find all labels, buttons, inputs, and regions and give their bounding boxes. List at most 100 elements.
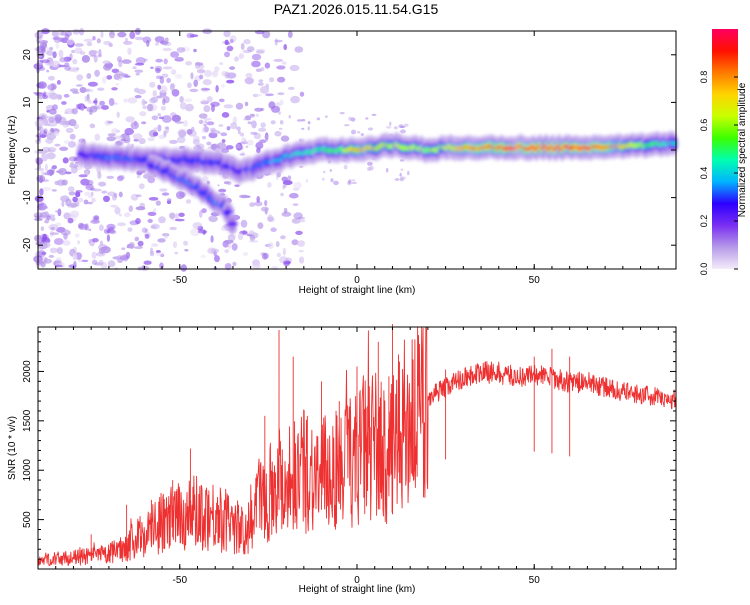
noise-speck — [62, 157, 69, 164]
noise-speck — [230, 39, 234, 43]
noise-speck — [289, 64, 300, 72]
noise-speck — [281, 211, 292, 217]
noise-speck — [60, 195, 70, 202]
noise-speck — [39, 188, 44, 196]
noise-speck — [189, 88, 199, 93]
noise-speck — [255, 144, 262, 148]
noise-speck — [158, 216, 166, 224]
noise-speck — [40, 168, 45, 177]
noise-speck — [275, 102, 281, 107]
noise-speck — [202, 176, 209, 182]
noise-speck — [127, 97, 138, 104]
noise-speck — [147, 137, 155, 142]
noise-speck — [84, 191, 91, 196]
noise-speck — [116, 175, 124, 182]
noise-speck — [71, 108, 78, 115]
noise-speck — [164, 37, 169, 43]
noise-speck — [250, 114, 255, 117]
noise-speck — [258, 79, 264, 83]
noise-speck — [97, 171, 102, 179]
noise-speck — [254, 107, 263, 112]
noise-speck — [344, 124, 350, 127]
noise-speck — [67, 217, 74, 224]
colorbar-tick-label: 0.6 — [699, 119, 709, 132]
noise-speck — [365, 117, 369, 120]
noise-speck — [60, 229, 71, 236]
noise-speck — [102, 60, 111, 65]
noise-speck — [64, 65, 71, 71]
noise-speck — [128, 205, 134, 212]
noise-speck — [292, 203, 299, 207]
noise-speck — [210, 143, 218, 150]
noise-speck — [260, 122, 266, 128]
noise-speck — [264, 200, 268, 207]
noise-speck — [73, 123, 79, 130]
noise-speck — [245, 145, 249, 149]
noise-speck — [186, 128, 193, 135]
noise-speck — [137, 240, 144, 247]
noise-speck — [101, 190, 108, 194]
noise-speck — [103, 63, 112, 71]
noise-speck — [225, 145, 234, 150]
noise-speck — [403, 123, 409, 127]
noise-speck — [367, 167, 371, 171]
noise-speck — [150, 66, 154, 70]
noise-speck — [215, 85, 219, 93]
noise-speck — [94, 69, 100, 77]
noise-speck — [38, 164, 41, 169]
spectrogram-ticks: -50 0 50 -20 -10 0 10 20 — [22, 31, 677, 286]
noise-speck — [220, 132, 228, 137]
noise-speck — [271, 105, 281, 113]
noise-speck — [100, 31, 104, 38]
noise-speck — [74, 233, 80, 238]
noise-speck — [330, 178, 334, 183]
noise-speck — [296, 119, 303, 122]
noise-speck — [135, 194, 142, 198]
noise-speck — [195, 62, 204, 66]
noise-speck — [203, 126, 209, 133]
noise-speck — [42, 149, 46, 157]
noise-speck — [72, 28, 80, 35]
noise-speck — [400, 125, 406, 129]
noise-speck — [174, 213, 179, 220]
noise-speck — [244, 77, 254, 85]
noise-speck — [58, 94, 63, 100]
noise-speck — [63, 212, 71, 220]
noise-speck — [273, 58, 284, 62]
noise-speck — [135, 72, 140, 76]
noise-speck — [70, 210, 80, 218]
noise-speck — [255, 68, 262, 72]
spectrogram-noise — [33, 27, 410, 272]
noise-speck — [35, 251, 43, 258]
noise-speck — [76, 84, 83, 87]
noise-speck — [218, 124, 224, 127]
noise-speck — [261, 253, 268, 260]
noise-speck — [299, 165, 304, 168]
spectrogram-ytick-label: -10 — [22, 190, 33, 205]
noise-speck — [339, 111, 345, 115]
noise-speck — [289, 192, 299, 199]
noise-speck — [136, 88, 146, 95]
noise-speck — [88, 228, 92, 232]
noise-speck — [399, 172, 402, 177]
noise-speck — [156, 250, 161, 254]
noise-speck — [110, 204, 118, 208]
noise-speck — [176, 136, 186, 144]
noise-speck — [75, 191, 81, 198]
noise-speck — [84, 95, 88, 102]
noise-speck — [180, 264, 187, 272]
noise-speck — [196, 69, 206, 74]
noise-speck — [201, 208, 207, 214]
noise-speck — [34, 167, 44, 171]
noise-speck — [185, 61, 193, 66]
noise-speck — [88, 238, 92, 244]
noise-speck — [113, 135, 124, 140]
noise-speck — [47, 75, 55, 81]
noise-speck — [149, 81, 156, 88]
noise-speck — [162, 115, 172, 123]
noise-speck — [393, 126, 398, 130]
noise-speck — [170, 69, 177, 75]
noise-speck — [224, 239, 234, 244]
noise-speck — [43, 211, 49, 217]
noise-speck — [121, 247, 126, 250]
